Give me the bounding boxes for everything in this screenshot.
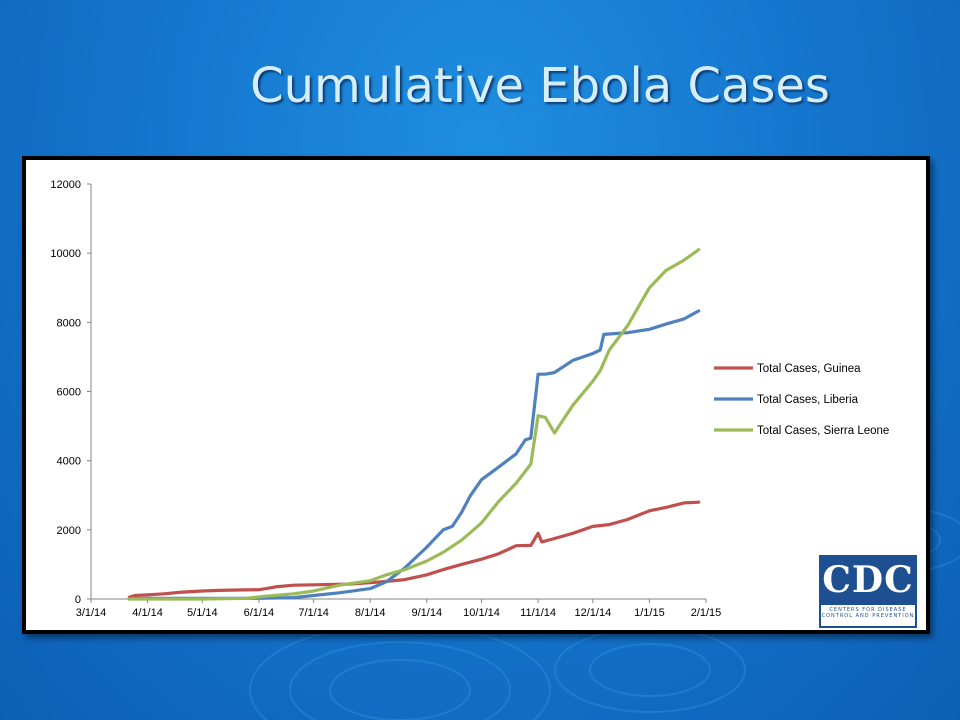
chart-area: 0 2000 4000 6000 8000 10000 12000 3/1/14 4/1/14 5… <box>26 160 926 630</box>
cdc-logo-subtitle-line1: CENTERS FOR DISEASE <box>829 607 907 613</box>
series-line-0 <box>127 500 701 599</box>
y-tick-label: 0 <box>75 594 81 606</box>
y-tick-label: 2000 <box>57 525 81 537</box>
legend-label-1: Total Cases, Liberia <box>757 394 859 406</box>
x-tick-label: 2/1/15 <box>691 607 722 619</box>
cdc-logo: CDC CENTERS FOR DISEASE CONTROL AND PREV… <box>819 555 917 628</box>
y-tick-label: 12000 <box>50 179 81 191</box>
x-tick-label: 7/1/14 <box>298 607 329 619</box>
series-line-1 <box>127 309 701 601</box>
y-tick-label: 10000 <box>50 248 81 260</box>
y-tick-label: 8000 <box>57 317 81 329</box>
slide-title: Cumulative Ebola Cases <box>250 58 830 114</box>
x-tick-label: 11/1/14 <box>520 607 556 619</box>
cdc-logo-subtitle: CENTERS FOR DISEASE CONTROL AND PREVENTI… <box>821 607 915 619</box>
x-tick-label: 3/1/14 <box>76 607 107 619</box>
x-tick-label: 1/1/15 <box>634 607 665 619</box>
x-tick-label: 10/1/14 <box>463 607 500 619</box>
line-chart: 0 2000 4000 6000 8000 10000 12000 3/1/14 4/1/14 5… <box>50 179 889 619</box>
cdc-logo-subtitle-line2: CONTROL AND PREVENTION <box>821 613 915 619</box>
x-tick-label: 8/1/14 <box>355 607 386 619</box>
series-line-2 <box>127 248 701 601</box>
x-tick-label: 9/1/14 <box>411 607 442 619</box>
cdc-logo-band <box>821 605 915 626</box>
cdc-logo-text: CDC <box>822 559 914 601</box>
x-tick-label: 4/1/14 <box>132 607 163 619</box>
legend-label-0: Total Cases, Guinea <box>757 363 861 375</box>
x-tick-label: 6/1/14 <box>244 607 275 619</box>
x-tick-label: 5/1/14 <box>187 607 218 619</box>
chart-frame: 0 2000 4000 6000 8000 10000 12000 3/1/14 4/1/14 5… <box>22 156 930 634</box>
legend-label-2: Total Cases, Sierra Leone <box>757 425 889 437</box>
y-tick-label: 4000 <box>57 456 81 468</box>
y-tick-label: 6000 <box>57 387 81 399</box>
x-tick-label: 12/1/14 <box>575 607 612 619</box>
